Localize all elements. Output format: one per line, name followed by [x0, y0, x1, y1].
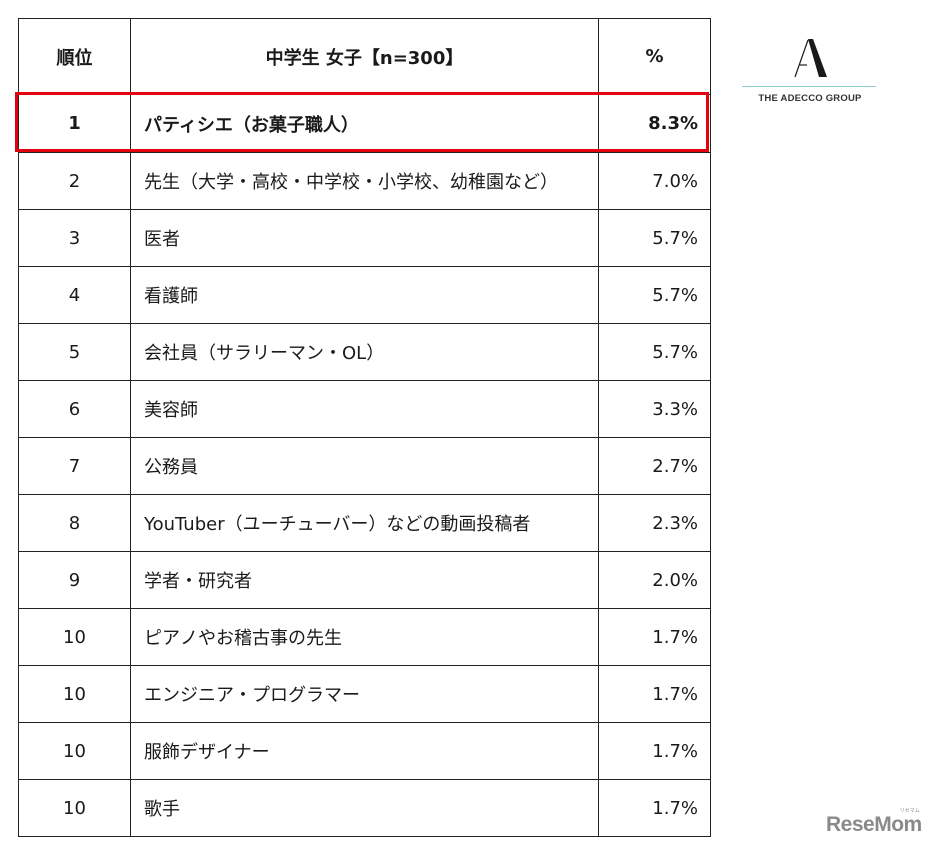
logo-divider — [742, 86, 876, 87]
pct-cell: 3.3% — [598, 380, 711, 438]
rank-cell: 6 — [18, 380, 131, 438]
rank-cell: 2 — [18, 152, 131, 210]
job-cell: 服飾デザイナー — [130, 722, 599, 780]
rank-cell: 4 — [18, 266, 131, 324]
job-cell: 会社員（サラリーマン・OL） — [130, 323, 599, 381]
pct-cell: 2.7% — [598, 437, 711, 495]
job-cell: 歌手 — [130, 779, 599, 837]
table-row: 9 学者・研究者 2.0% — [18, 551, 711, 609]
watermark-text: ReseMom — [826, 813, 922, 836]
table-row: 1 パティシエ（お菓子職人） 8.3% — [18, 94, 711, 153]
table-row: 2 先生（大学・高校・中学校・小学校、幼稚園など） 7.0% — [18, 152, 711, 210]
job-cell: 美容師 — [130, 380, 599, 438]
job-cell: エンジニア・プログラマー — [130, 665, 599, 723]
job-cell: ピアノやお稽古事の先生 — [130, 608, 599, 666]
pct-cell: 5.7% — [598, 209, 711, 267]
table-row: 6 美容師 3.3% — [18, 380, 711, 438]
pct-cell: 8.3% — [598, 94, 711, 153]
pct-cell: 2.3% — [598, 494, 711, 552]
job-cell: YouTuber（ユーチューバー）などの動画投稿者 — [130, 494, 599, 552]
adecco-logo: THE ADECCO GROUP — [740, 38, 880, 110]
job-cell: 先生（大学・高校・中学校・小学校、幼稚園など） — [130, 152, 599, 210]
table-row: 10 エンジニア・プログラマー 1.7% — [18, 665, 711, 723]
header-job: 中学生 女子【n=300】 — [130, 18, 599, 95]
rank-cell: 10 — [18, 779, 131, 837]
job-cell: 学者・研究者 — [130, 551, 599, 609]
rank-cell: 8 — [18, 494, 131, 552]
rank-cell: 5 — [18, 323, 131, 381]
job-cell: 看護師 — [130, 266, 599, 324]
table-row: 3 医者 5.7% — [18, 209, 711, 267]
pct-cell: 1.7% — [598, 608, 711, 666]
resemom-watermark: ReseMom リセマム — [826, 808, 922, 837]
job-cell: 医者 — [130, 209, 599, 267]
table-row: 4 看護師 5.7% — [18, 266, 711, 324]
pct-cell: 5.7% — [598, 266, 711, 324]
table-row: 7 公務員 2.7% — [18, 437, 711, 495]
table-row: 10 服飾デザイナー 1.7% — [18, 722, 711, 780]
pct-cell: 1.7% — [598, 722, 711, 780]
table-row: 10 ピアノやお稽古事の先生 1.7% — [18, 608, 711, 666]
job-cell: パティシエ（お菓子職人） — [130, 94, 599, 153]
header-pct: % — [598, 18, 711, 95]
pct-cell: 1.7% — [598, 779, 711, 837]
rank-cell: 1 — [18, 94, 131, 153]
rank-cell: 9 — [18, 551, 131, 609]
pct-cell: 7.0% — [598, 152, 711, 210]
rank-cell: 7 — [18, 437, 131, 495]
rank-cell: 3 — [18, 209, 131, 267]
job-cell: 公務員 — [130, 437, 599, 495]
table-row: 10 歌手 1.7% — [18, 779, 711, 837]
rank-cell: 10 — [18, 665, 131, 723]
watermark-ruby: リセマム — [899, 808, 920, 814]
rank-cell: 10 — [18, 608, 131, 666]
pct-cell: 1.7% — [598, 665, 711, 723]
header-row: 順位 中学生 女子【n=300】 % — [18, 18, 711, 95]
adecco-a-icon — [794, 39, 827, 78]
table-row: 8 YouTuber（ユーチューバー）などの動画投稿者 2.3% — [18, 494, 711, 552]
rank-cell: 10 — [18, 722, 131, 780]
pct-cell: 2.0% — [598, 551, 711, 609]
table-row: 5 会社員（サラリーマン・OL） 5.7% — [18, 323, 711, 381]
logo-text: THE ADECCO GROUP — [758, 93, 862, 104]
ranking-table: 順位 中学生 女子【n=300】 % 1 パティシエ（お菓子職人） 8.3% 2… — [18, 18, 711, 837]
header-rank: 順位 — [18, 18, 131, 95]
pct-cell: 5.7% — [598, 323, 711, 381]
